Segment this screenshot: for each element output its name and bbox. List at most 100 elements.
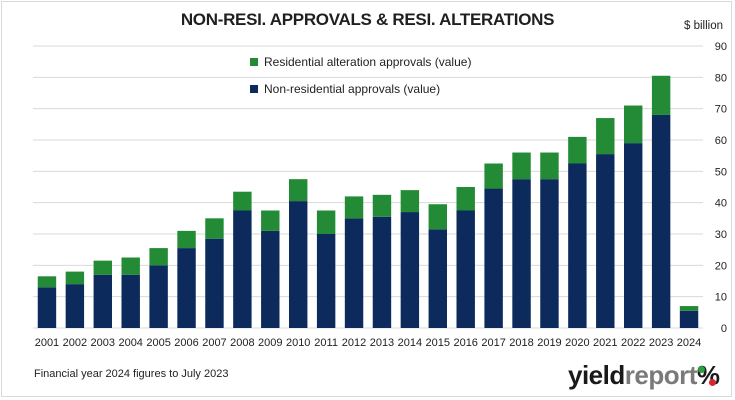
legend: Residential alteration approvals (value)… [250, 55, 471, 96]
x-tick-label: 2022 [621, 337, 645, 349]
bar-non-residential [372, 216, 392, 328]
bar-residential-alteration [512, 152, 531, 180]
bar-residential-alteration [37, 276, 57, 288]
bar-residential-alteration [177, 230, 196, 249]
x-tick-label: 2004 [118, 337, 142, 349]
logo-percent-icon: % [696, 360, 720, 390]
bar-residential-alteration [288, 179, 308, 202]
bar-non-residential [37, 287, 57, 328]
bar-residential-alteration [568, 136, 587, 164]
bar-non-residential [288, 201, 308, 328]
bar-residential-alteration [372, 194, 392, 217]
legend-swatch [250, 58, 258, 66]
bar-non-residential [205, 238, 224, 328]
bar-non-residential [512, 179, 531, 328]
x-tick-label: 2019 [537, 337, 561, 349]
bar-non-residential [456, 210, 475, 328]
x-axis-ticks: 2001 2002 2003 2004 2005 2006 2007 2008 2009 2010… [35, 337, 702, 349]
gridlines [33, 45, 703, 329]
x-tick-label: 2018 [509, 337, 533, 349]
bar-residential-alteration [456, 187, 475, 211]
x-tick-label: 2017 [481, 337, 505, 349]
y-tick-label: 90 [715, 41, 727, 53]
y-tick-label: 70 [715, 104, 727, 116]
x-tick-label: 2005 [146, 337, 170, 349]
x-tick-label: 2021 [593, 337, 617, 349]
x-tick-label: 2015 [426, 337, 450, 349]
x-tick-label: 2008 [230, 337, 254, 349]
bar-non-residential [149, 265, 168, 328]
bar-residential-alteration [65, 271, 85, 285]
bar-residential-alteration [93, 260, 113, 275]
bar-non-residential [344, 218, 364, 328]
bar-non-residential [428, 229, 448, 328]
bar-non-residential [65, 284, 85, 328]
x-tick-label: 2012 [342, 337, 366, 349]
logo-red-dot [708, 379, 716, 386]
bar-residential-alteration [205, 218, 224, 239]
x-tick-label: 2024 [677, 337, 701, 349]
y-axis-ticks: 0 10 20 30 40 50 60 70 80 90 [715, 41, 727, 335]
y-axis-unit-label: $ billion [684, 20, 723, 32]
bar-residential-alteration [623, 105, 643, 144]
chart-title: NON-RESI. APPROVALS & RESI. ALTERATIONS [180, 10, 555, 29]
bar-non-residential [316, 234, 336, 328]
footnote: Financial year 2024 figures to July 2023 [34, 368, 229, 380]
y-tick-label: 60 [715, 135, 727, 147]
y-tick-label: 10 [715, 292, 727, 304]
bar-non-residential [679, 310, 699, 328]
bar-non-residential [400, 212, 420, 328]
x-tick-label: 2001 [35, 337, 59, 349]
x-tick-label: 2003 [91, 337, 115, 349]
bar-residential-alteration [400, 190, 420, 213]
x-tick-label: 2013 [370, 337, 394, 349]
logo-word-report: report [624, 360, 698, 390]
x-tick-label: 2009 [258, 337, 282, 349]
bar-residential-alteration [651, 75, 671, 115]
x-tick-label: 2002 [63, 337, 87, 349]
bar-residential-alteration [428, 204, 448, 230]
legend-label: Non-residential approvals (value) [264, 82, 440, 96]
bar-non-residential [596, 154, 615, 328]
bar-residential-alteration [149, 248, 168, 266]
x-tick-label: 2023 [649, 337, 673, 349]
y-tick-label: 30 [715, 229, 727, 241]
y-tick-label: 50 [715, 166, 727, 178]
bar-residential-alteration [679, 306, 699, 311]
bar-non-residential [540, 179, 559, 328]
logo-word-yield: yield [568, 360, 625, 390]
legend-swatch [250, 85, 258, 93]
y-tick-label: 20 [715, 260, 727, 272]
bar-non-residential [233, 210, 252, 328]
x-tick-label: 2010 [286, 337, 310, 349]
bar-non-residential [121, 274, 140, 328]
bars [37, 75, 699, 328]
yieldreport-logo: yieldreport% [568, 360, 720, 390]
bar-non-residential [623, 143, 643, 328]
x-tick-label: 2011 [314, 337, 338, 349]
y-tick-label: 40 [715, 198, 727, 210]
legend-label: Residential alteration approvals (value) [264, 55, 471, 69]
bar-residential-alteration [344, 196, 364, 219]
bar-non-residential [484, 188, 503, 328]
y-tick-label: 0 [721, 323, 727, 335]
bar-non-residential [651, 114, 671, 328]
y-tick-label: 80 [715, 72, 727, 84]
bar-residential-alteration [484, 163, 503, 189]
bar-residential-alteration [596, 118, 615, 155]
bar-non-residential [93, 274, 113, 328]
logo-green-dot [697, 366, 705, 373]
bar-non-residential [261, 230, 280, 328]
x-tick-label: 2020 [565, 337, 589, 349]
bar-residential-alteration [316, 210, 336, 234]
x-tick-label: 2016 [453, 337, 477, 349]
bar-residential-alteration [540, 152, 559, 180]
x-tick-label: 2014 [398, 337, 422, 349]
bar-residential-alteration [233, 191, 252, 211]
x-tick-label: 2006 [174, 337, 198, 349]
bar-residential-alteration [121, 257, 140, 275]
x-tick-label: 2007 [202, 337, 226, 349]
bar-non-residential [568, 163, 587, 328]
bar-non-residential [177, 248, 196, 328]
